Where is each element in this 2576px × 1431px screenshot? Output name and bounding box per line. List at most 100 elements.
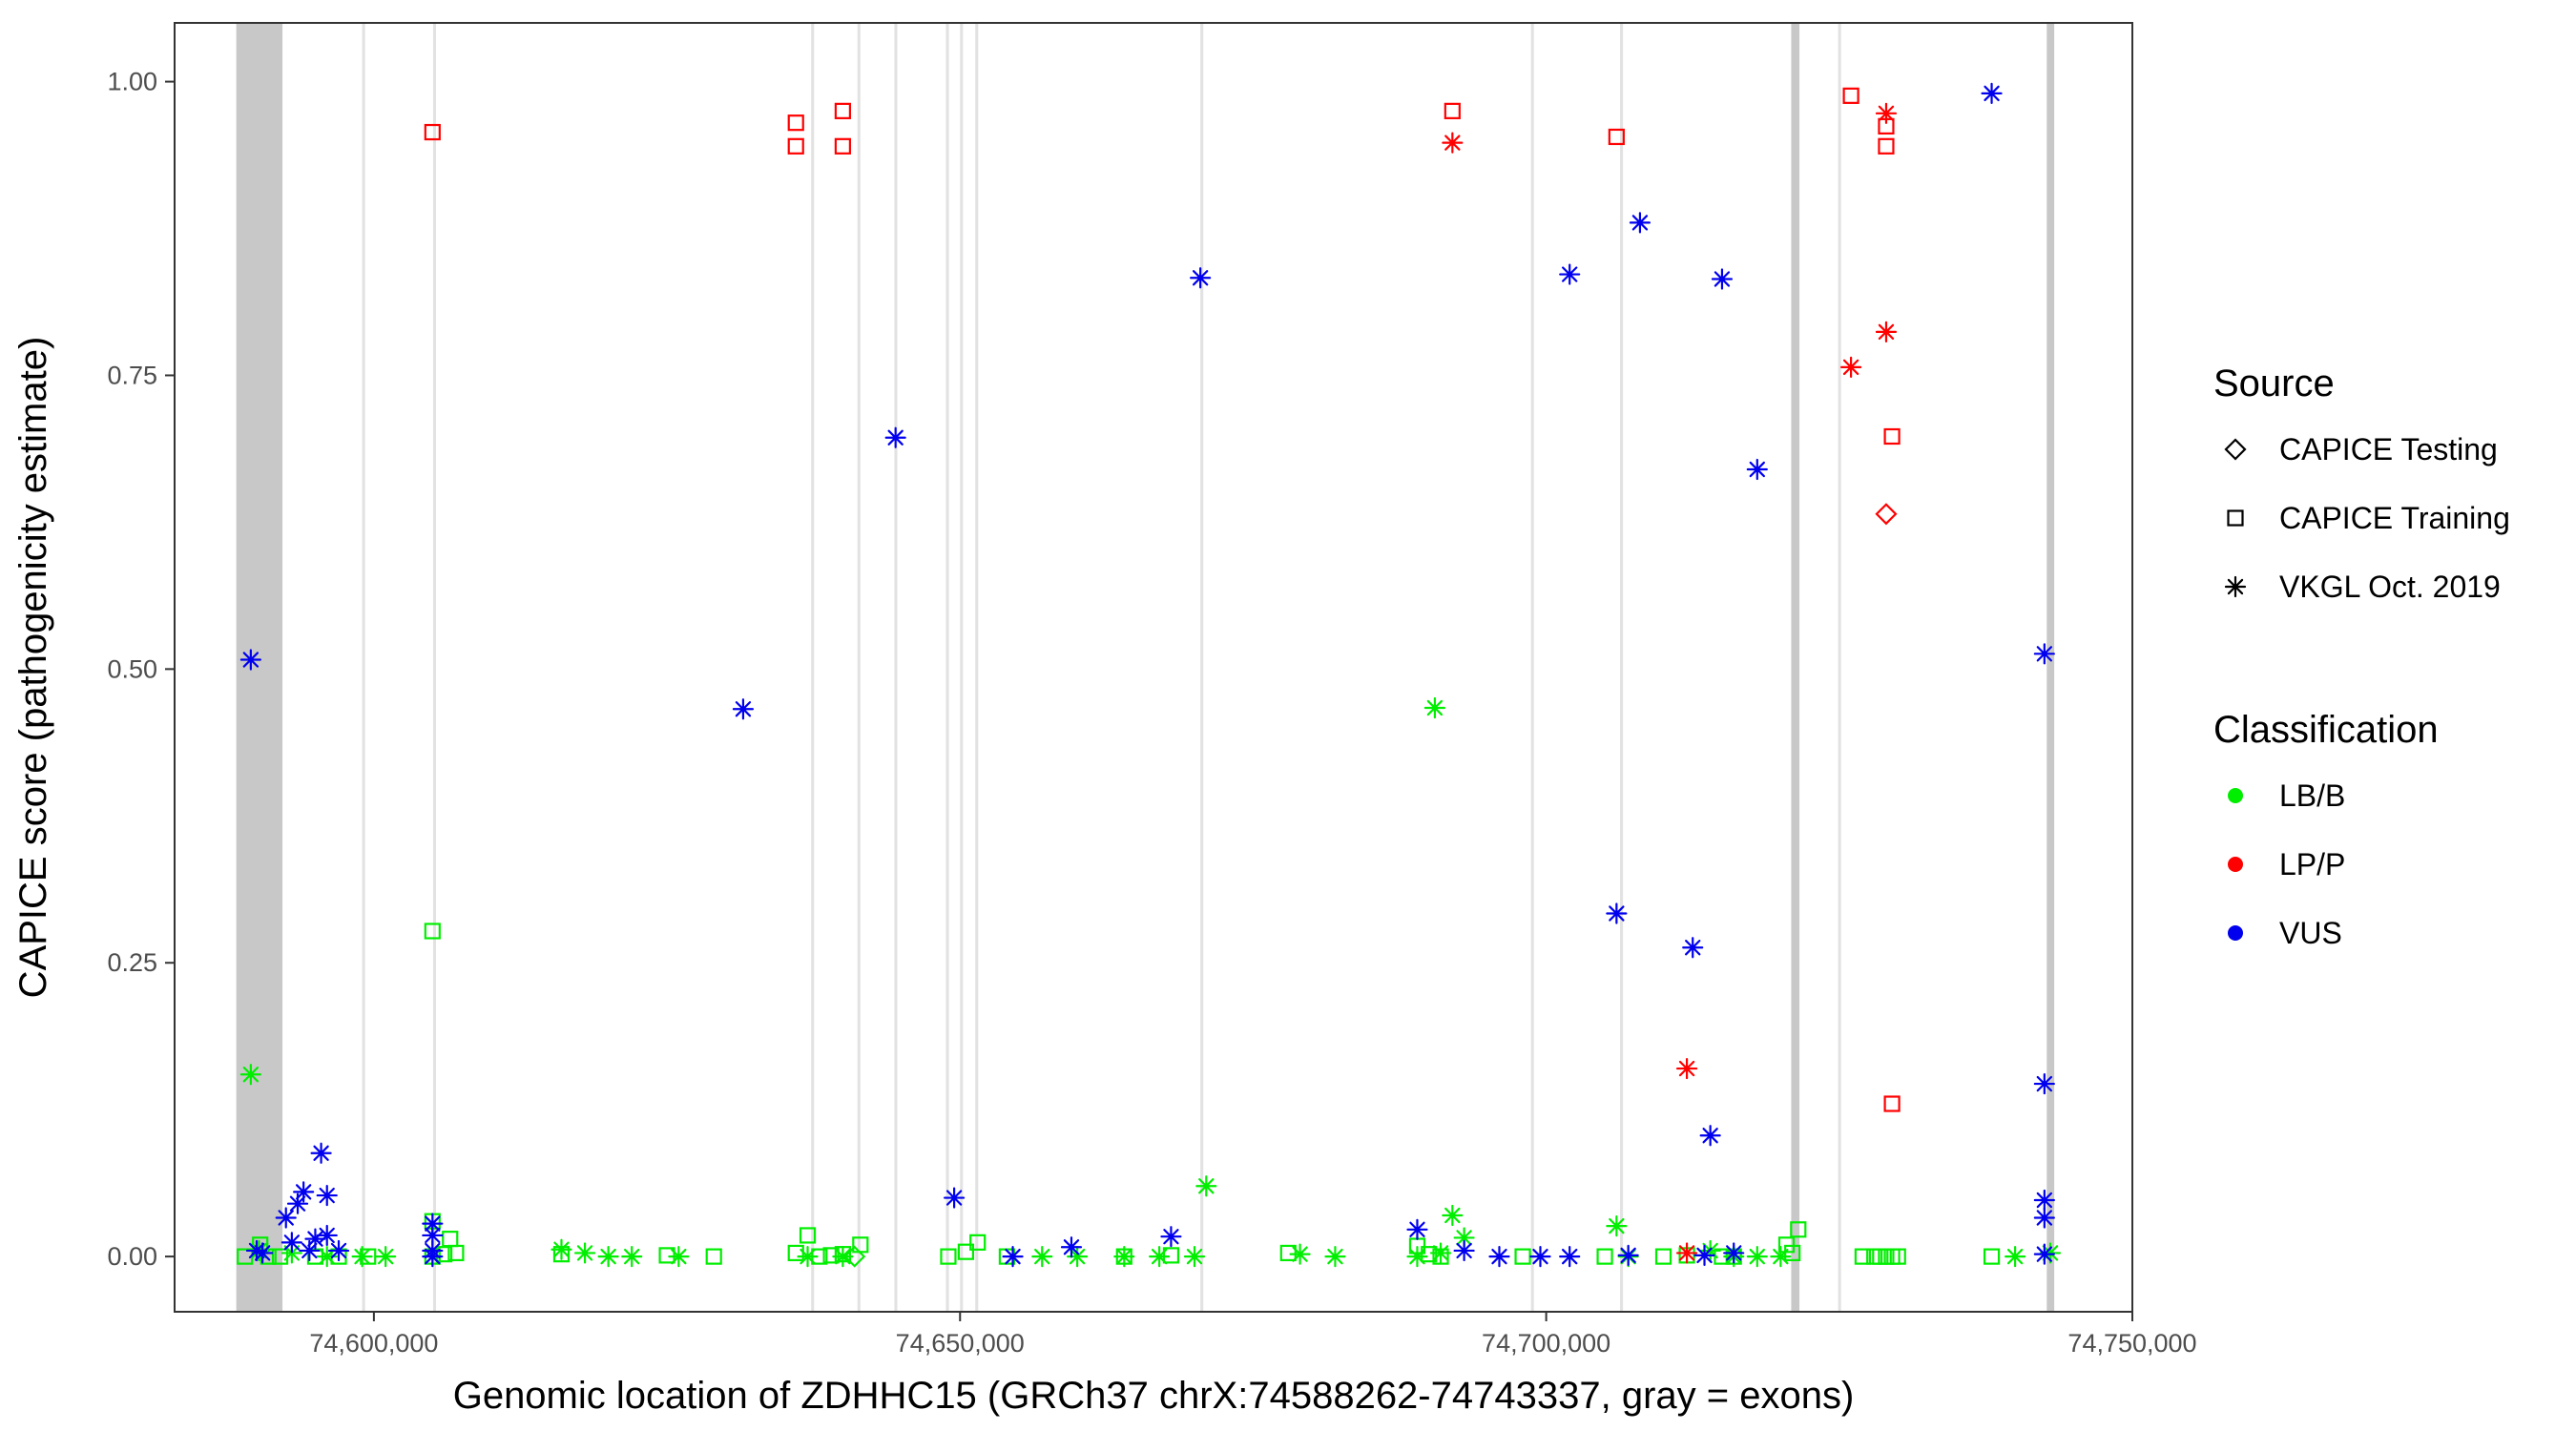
data-point <box>834 102 851 119</box>
data-point <box>1279 1244 1297 1262</box>
data-point <box>286 1192 309 1214</box>
data-point <box>275 1207 297 1229</box>
data-point <box>1149 1246 1171 1268</box>
data-point <box>245 1239 268 1262</box>
data-points <box>237 82 2062 1268</box>
legend-color-dot <box>2228 788 2243 803</box>
data-point <box>1883 427 1901 446</box>
y-axis-title: CAPICE score (pathogenicity estimate) <box>12 337 54 999</box>
data-point <box>797 1246 819 1268</box>
data-point <box>1842 87 1859 104</box>
data-point <box>1875 102 1898 124</box>
legend-classification-title: Classification <box>2213 709 2439 751</box>
exon-band <box>432 23 437 1312</box>
data-point <box>1060 1236 1083 1258</box>
data-point <box>1682 937 1704 959</box>
data-point <box>1031 1246 1053 1268</box>
data-point <box>1423 696 1445 719</box>
data-point <box>424 123 441 141</box>
x-tick-label: 74,700,000 <box>1482 1329 1610 1358</box>
data-point <box>1529 1246 1551 1268</box>
data-point <box>1746 1246 1768 1268</box>
data-point <box>316 1184 338 1207</box>
data-point <box>2005 1246 2026 1268</box>
series-vus-vkgl-oct-2019 <box>239 82 2055 1268</box>
legend-square-symbol <box>2227 509 2244 527</box>
data-point <box>1596 1248 1613 1265</box>
legend-asterisk-symbol <box>2224 575 2247 598</box>
data-point <box>573 1242 596 1264</box>
data-point <box>1854 1248 1871 1265</box>
y-tick-label: 0.75 <box>107 361 157 389</box>
legend-source-label: CAPICE Testing <box>2279 432 2498 467</box>
data-point <box>1675 1242 1698 1264</box>
data-point <box>2033 1207 2055 1229</box>
data-point <box>705 1248 722 1265</box>
legend-source-label: VKGL Oct. 2019 <box>2279 570 2501 604</box>
exon-band <box>1791 23 1800 1312</box>
y-axis: 0.00 0.25 0.50 0.75 1.00 <box>107 68 175 1271</box>
data-point <box>293 1181 315 1203</box>
data-point <box>1160 1226 1182 1248</box>
exon-band <box>1620 23 1624 1312</box>
x-tick-label: 74,750,000 <box>2067 1329 2196 1358</box>
data-point <box>447 1244 465 1262</box>
data-point <box>1746 458 1768 481</box>
data-point <box>1608 128 1625 146</box>
series-lp-p-vkgl-oct-2019 <box>1442 102 1898 1264</box>
exon-band <box>2046 23 2055 1312</box>
data-point <box>252 1242 274 1264</box>
exon-band <box>975 23 979 1312</box>
data-point <box>239 649 261 671</box>
data-point <box>1195 1175 1217 1197</box>
data-point <box>299 1239 321 1262</box>
data-point <box>422 1224 444 1247</box>
data-point <box>1840 356 1862 378</box>
data-point <box>1453 1227 1475 1249</box>
data-point <box>1711 268 1734 290</box>
data-point <box>1488 1246 1510 1268</box>
data-point <box>2033 1243 2055 1265</box>
data-point <box>1606 1215 1628 1237</box>
data-point <box>1790 1221 1807 1238</box>
exon-band <box>894 23 898 1312</box>
data-point <box>1442 1204 1464 1227</box>
legend-color-dot <box>2228 925 2243 941</box>
exon-band <box>1530 23 1534 1312</box>
data-point <box>1559 1246 1581 1268</box>
data-point <box>1981 82 2003 104</box>
data-point <box>1289 1243 1311 1265</box>
exon-band <box>945 23 949 1312</box>
data-point <box>944 1187 966 1209</box>
legend: Source CAPICE Testing CAPICE Training VKGL… <box>2213 363 2510 950</box>
legend-source-items: CAPICE Testing CAPICE Training VKGL Oct. 2… <box>2224 432 2510 604</box>
data-point <box>1324 1246 1346 1268</box>
data-point <box>787 137 804 155</box>
data-point <box>1442 132 1464 154</box>
exon-band <box>1838 23 1841 1312</box>
data-point <box>1629 212 1652 234</box>
data-point <box>957 1243 975 1260</box>
exon-band <box>362 23 365 1312</box>
data-point <box>1453 1239 1475 1262</box>
data-point <box>310 1142 332 1164</box>
legend-diamond-symbol <box>2224 438 2247 461</box>
legend-classification-label: LP/P <box>2279 847 2345 881</box>
data-point <box>327 1239 350 1262</box>
data-point <box>843 1245 866 1268</box>
legend-classification-label: VUS <box>2279 916 2342 950</box>
data-point <box>787 114 804 132</box>
data-point <box>1606 902 1628 924</box>
data-point <box>2033 643 2055 665</box>
exon-band <box>857 23 861 1312</box>
plot-panel-border <box>174 22 2133 1313</box>
data-point <box>2033 1072 2055 1095</box>
data-point <box>1699 1125 1721 1147</box>
y-tick-label: 0.00 <box>107 1242 157 1271</box>
data-point <box>1983 1248 2001 1265</box>
data-point <box>799 1227 817 1244</box>
y-tick-label: 0.25 <box>107 948 157 977</box>
series-lp-p-capice-testing <box>1875 503 1898 526</box>
data-point <box>1421 1246 1438 1263</box>
